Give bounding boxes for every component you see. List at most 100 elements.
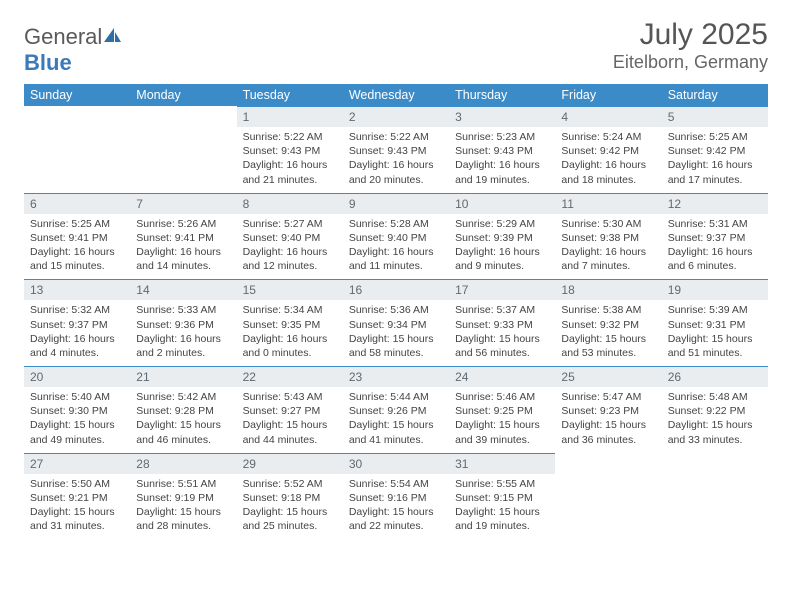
sunrise-line: Sunrise: 5:51 AM bbox=[136, 477, 230, 491]
sunset-line: Sunset: 9:27 PM bbox=[243, 404, 337, 418]
calendar-day-cell: 30Sunrise: 5:54 AMSunset: 9:16 PMDayligh… bbox=[343, 453, 449, 540]
day-number: 9 bbox=[343, 193, 449, 214]
day-details: Sunrise: 5:54 AMSunset: 9:16 PMDaylight:… bbox=[343, 474, 449, 540]
location-label: Eitelborn, Germany bbox=[613, 52, 768, 73]
calendar-day-cell: 18Sunrise: 5:38 AMSunset: 9:32 PMDayligh… bbox=[555, 279, 661, 366]
calendar-day-cell: 4Sunrise: 5:24 AMSunset: 9:42 PMDaylight… bbox=[555, 106, 661, 193]
weekday-header: Friday bbox=[555, 84, 661, 106]
daylight-line: Daylight: 15 hours and 31 minutes. bbox=[30, 505, 124, 533]
sunrise-line: Sunrise: 5:52 AM bbox=[243, 477, 337, 491]
sunset-line: Sunset: 9:41 PM bbox=[136, 231, 230, 245]
sunrise-line: Sunrise: 5:43 AM bbox=[243, 390, 337, 404]
day-details: Sunrise: 5:40 AMSunset: 9:30 PMDaylight:… bbox=[24, 387, 130, 453]
sunrise-line: Sunrise: 5:26 AM bbox=[136, 217, 230, 231]
calendar-empty-cell bbox=[130, 106, 236, 193]
calendar-day-cell: 6Sunrise: 5:25 AMSunset: 9:41 PMDaylight… bbox=[24, 193, 130, 280]
sunrise-line: Sunrise: 5:38 AM bbox=[561, 303, 655, 317]
sunset-line: Sunset: 9:40 PM bbox=[243, 231, 337, 245]
day-details: Sunrise: 5:31 AMSunset: 9:37 PMDaylight:… bbox=[662, 214, 768, 280]
day-number: 3 bbox=[449, 106, 555, 127]
sunrise-line: Sunrise: 5:33 AM bbox=[136, 303, 230, 317]
daylight-line: Daylight: 16 hours and 7 minutes. bbox=[561, 245, 655, 273]
sunrise-line: Sunrise: 5:34 AM bbox=[243, 303, 337, 317]
sunrise-line: Sunrise: 5:36 AM bbox=[349, 303, 443, 317]
calendar-page: GeneralBlue July 2025 Eitelborn, Germany… bbox=[0, 0, 792, 539]
brand-name: GeneralBlue bbox=[24, 24, 122, 76]
calendar-day-cell: 29Sunrise: 5:52 AMSunset: 9:18 PMDayligh… bbox=[237, 453, 343, 540]
sunrise-line: Sunrise: 5:37 AM bbox=[455, 303, 549, 317]
calendar-day-cell: 11Sunrise: 5:30 AMSunset: 9:38 PMDayligh… bbox=[555, 193, 661, 280]
day-number: 28 bbox=[130, 453, 236, 474]
day-details: Sunrise: 5:32 AMSunset: 9:37 PMDaylight:… bbox=[24, 300, 130, 366]
calendar-week-row: 13Sunrise: 5:32 AMSunset: 9:37 PMDayligh… bbox=[24, 279, 768, 366]
sunset-line: Sunset: 9:30 PM bbox=[30, 404, 124, 418]
sunrise-line: Sunrise: 5:50 AM bbox=[30, 477, 124, 491]
weekday-header: Tuesday bbox=[237, 84, 343, 106]
sunset-line: Sunset: 9:21 PM bbox=[30, 491, 124, 505]
sunset-line: Sunset: 9:28 PM bbox=[136, 404, 230, 418]
day-number: 16 bbox=[343, 279, 449, 300]
day-number: 11 bbox=[555, 193, 661, 214]
calendar-week-row: 6Sunrise: 5:25 AMSunset: 9:41 PMDaylight… bbox=[24, 193, 768, 280]
day-number: 8 bbox=[237, 193, 343, 214]
daylight-line: Daylight: 15 hours and 53 minutes. bbox=[561, 332, 655, 360]
day-details: Sunrise: 5:23 AMSunset: 9:43 PMDaylight:… bbox=[449, 127, 555, 193]
calendar-day-cell: 10Sunrise: 5:29 AMSunset: 9:39 PMDayligh… bbox=[449, 193, 555, 280]
day-details: Sunrise: 5:50 AMSunset: 9:21 PMDaylight:… bbox=[24, 474, 130, 540]
sunrise-line: Sunrise: 5:40 AM bbox=[30, 390, 124, 404]
day-details: Sunrise: 5:44 AMSunset: 9:26 PMDaylight:… bbox=[343, 387, 449, 453]
daylight-line: Daylight: 15 hours and 25 minutes. bbox=[243, 505, 337, 533]
sunset-line: Sunset: 9:32 PM bbox=[561, 318, 655, 332]
daylight-line: Daylight: 16 hours and 20 minutes. bbox=[349, 158, 443, 186]
calendar-day-cell: 28Sunrise: 5:51 AMSunset: 9:19 PMDayligh… bbox=[130, 453, 236, 540]
sunset-line: Sunset: 9:15 PM bbox=[455, 491, 549, 505]
calendar-day-cell: 13Sunrise: 5:32 AMSunset: 9:37 PMDayligh… bbox=[24, 279, 130, 366]
daylight-line: Daylight: 15 hours and 58 minutes. bbox=[349, 332, 443, 360]
daylight-line: Daylight: 16 hours and 9 minutes. bbox=[455, 245, 549, 273]
sunset-line: Sunset: 9:43 PM bbox=[243, 144, 337, 158]
daylight-line: Daylight: 16 hours and 2 minutes. bbox=[136, 332, 230, 360]
calendar-empty-cell bbox=[24, 106, 130, 193]
day-number: 1 bbox=[237, 106, 343, 127]
day-number: 30 bbox=[343, 453, 449, 474]
day-number: 21 bbox=[130, 366, 236, 387]
day-number: 5 bbox=[662, 106, 768, 127]
calendar-day-cell: 14Sunrise: 5:33 AMSunset: 9:36 PMDayligh… bbox=[130, 279, 236, 366]
calendar-day-cell: 19Sunrise: 5:39 AMSunset: 9:31 PMDayligh… bbox=[662, 279, 768, 366]
sunrise-line: Sunrise: 5:55 AM bbox=[455, 477, 549, 491]
daylight-line: Daylight: 16 hours and 6 minutes. bbox=[668, 245, 762, 273]
calendar-day-cell: 7Sunrise: 5:26 AMSunset: 9:41 PMDaylight… bbox=[130, 193, 236, 280]
sunrise-line: Sunrise: 5:22 AM bbox=[243, 130, 337, 144]
sunset-line: Sunset: 9:25 PM bbox=[455, 404, 549, 418]
day-number: 25 bbox=[555, 366, 661, 387]
sunrise-line: Sunrise: 5:32 AM bbox=[30, 303, 124, 317]
sunset-line: Sunset: 9:37 PM bbox=[30, 318, 124, 332]
calendar-week-row: 1 Sunrise: 5:22 AMSunset: 9:43 PM Daylight… bbox=[24, 106, 768, 193]
sunset-line: Sunset: 9:38 PM bbox=[561, 231, 655, 245]
day-details: Sunrise: 5:25 AMSunset: 9:42 PMDaylight:… bbox=[662, 127, 768, 193]
day-details: Sunrise: 5:29 AMSunset: 9:39 PMDaylight:… bbox=[449, 214, 555, 280]
day-number: 2 bbox=[343, 106, 449, 127]
calendar-empty-cell bbox=[662, 453, 768, 540]
day-number: 15 bbox=[237, 279, 343, 300]
daylight-line: Daylight: 15 hours and 56 minutes. bbox=[455, 332, 549, 360]
month-title: July 2025 bbox=[613, 18, 768, 52]
daylight-line: Daylight: 15 hours and 41 minutes. bbox=[349, 418, 443, 446]
day-details: Sunrise: 5:28 AMSunset: 9:40 PMDaylight:… bbox=[343, 214, 449, 280]
day-details: Sunrise: 5:34 AMSunset: 9:35 PMDaylight:… bbox=[237, 300, 343, 366]
sunrise-line: Sunrise: 5:25 AM bbox=[668, 130, 762, 144]
daylight-line: Daylight: 16 hours and 4 minutes. bbox=[30, 332, 124, 360]
day-details: Sunrise: 5:25 AMSunset: 9:41 PMDaylight:… bbox=[24, 214, 130, 280]
day-number: 31 bbox=[449, 453, 555, 474]
calendar-header-row: SundayMondayTuesdayWednesdayThursdayFrid… bbox=[24, 84, 768, 106]
sunset-line: Sunset: 9:35 PM bbox=[243, 318, 337, 332]
sunrise-line: Sunrise: 5:54 AM bbox=[349, 477, 443, 491]
sunset-line: Sunset: 9:19 PM bbox=[136, 491, 230, 505]
calendar-day-cell: 1Sunrise: 5:22 AMSunset: 9:43 PMDaylight… bbox=[237, 106, 343, 193]
day-details: Sunrise: 5:48 AMSunset: 9:22 PMDaylight:… bbox=[662, 387, 768, 453]
day-details: Sunrise: 5:52 AMSunset: 9:18 PMDaylight:… bbox=[237, 474, 343, 540]
daylight-line: Daylight: 15 hours and 36 minutes. bbox=[561, 418, 655, 446]
sunset-line: Sunset: 9:16 PM bbox=[349, 491, 443, 505]
day-number: 4 bbox=[555, 106, 661, 127]
daylight-line: Daylight: 15 hours and 51 minutes. bbox=[668, 332, 762, 360]
